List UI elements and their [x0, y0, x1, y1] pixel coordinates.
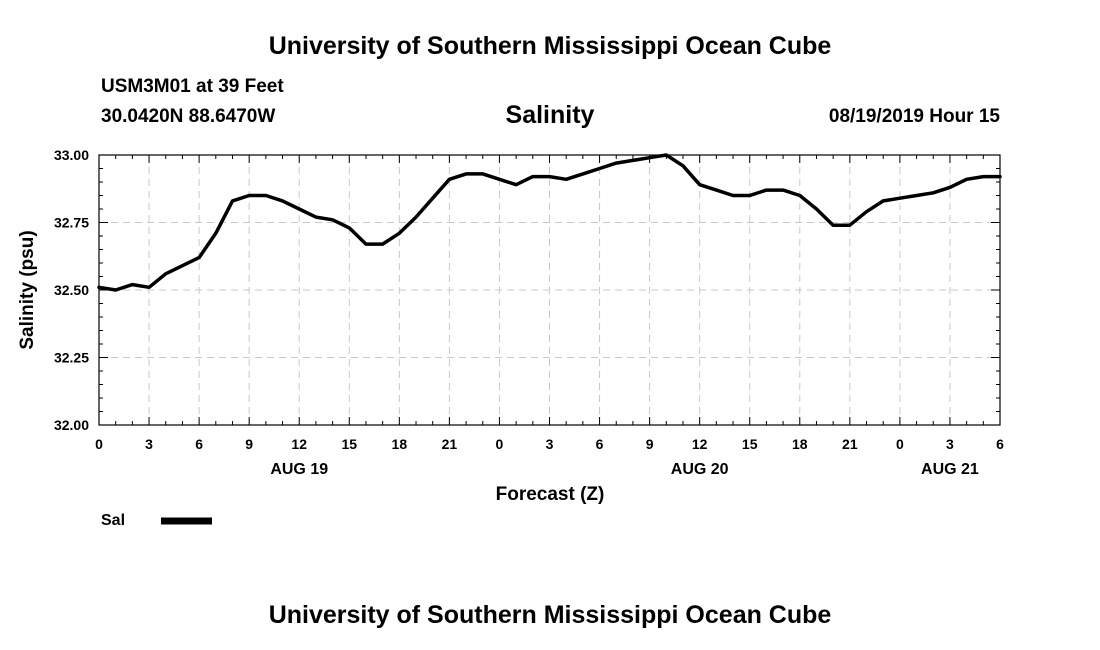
x-axis-label: Forecast (Z)	[496, 484, 605, 505]
x-tick-label: 6	[996, 436, 1004, 452]
x-tick-label: 3	[145, 436, 153, 452]
title-top: University of Southern Mississippi Ocean…	[268, 32, 832, 60]
x-tick-label: 12	[692, 436, 708, 452]
x-tick-label: 9	[646, 436, 654, 452]
x-tick-label: 21	[842, 436, 858, 452]
x-tick-label: 21	[442, 436, 458, 452]
x-tick-label: 15	[742, 436, 758, 452]
x-date-label: AUG 21	[921, 461, 979, 478]
x-tick-label: 12	[291, 436, 307, 452]
datetime-label: 08/19/2019 Hour 15	[828, 106, 1000, 127]
x-tick-label: 0	[896, 436, 904, 452]
x-date-label: AUG 19	[270, 461, 328, 478]
series-layer	[97, 153, 1002, 292]
x-tick-label: 0	[95, 436, 103, 452]
axis-layer: 0 3 6 9 12 15 18 21 0 3 6 9 12 15 18 21 0 3 6 AUG 19 AUG 20 A…	[54, 147, 1004, 478]
x-tick-label: 15	[341, 436, 357, 452]
x-tick-label: 3	[946, 436, 954, 452]
series-line-sal	[97, 153, 1002, 292]
station-label: USM3M01 at 39 Feet	[101, 76, 284, 97]
x-tick-label: 18	[392, 436, 408, 452]
y-tick-label: 32.25	[54, 350, 89, 366]
x-tick-label: 18	[792, 436, 808, 452]
coords-label: 30.0420N 88.6470W	[101, 106, 276, 127]
x-tick-label: 6	[596, 436, 604, 452]
y-tick-label: 32.00	[54, 417, 89, 433]
y-axis-label: Salinity (psu)	[17, 230, 38, 349]
y-tick-label: 33.00	[54, 147, 89, 163]
x-tick-label: 6	[195, 436, 203, 452]
x-date-label: AUG 20	[671, 461, 729, 478]
grid-layer	[99, 155, 1000, 425]
x-tick-label: 3	[546, 436, 554, 452]
x-tick-label: 9	[245, 436, 253, 452]
x-tick-label: 0	[496, 436, 504, 452]
legend-label-sal: Sal	[101, 512, 125, 529]
y-tick-label: 32.75	[54, 215, 89, 231]
chart-title: Salinity	[505, 101, 595, 129]
y-tick-label: 32.50	[54, 282, 89, 298]
title-bottom: University of Southern Mississippi Ocean…	[268, 601, 832, 629]
legend: Sal	[101, 512, 212, 529]
